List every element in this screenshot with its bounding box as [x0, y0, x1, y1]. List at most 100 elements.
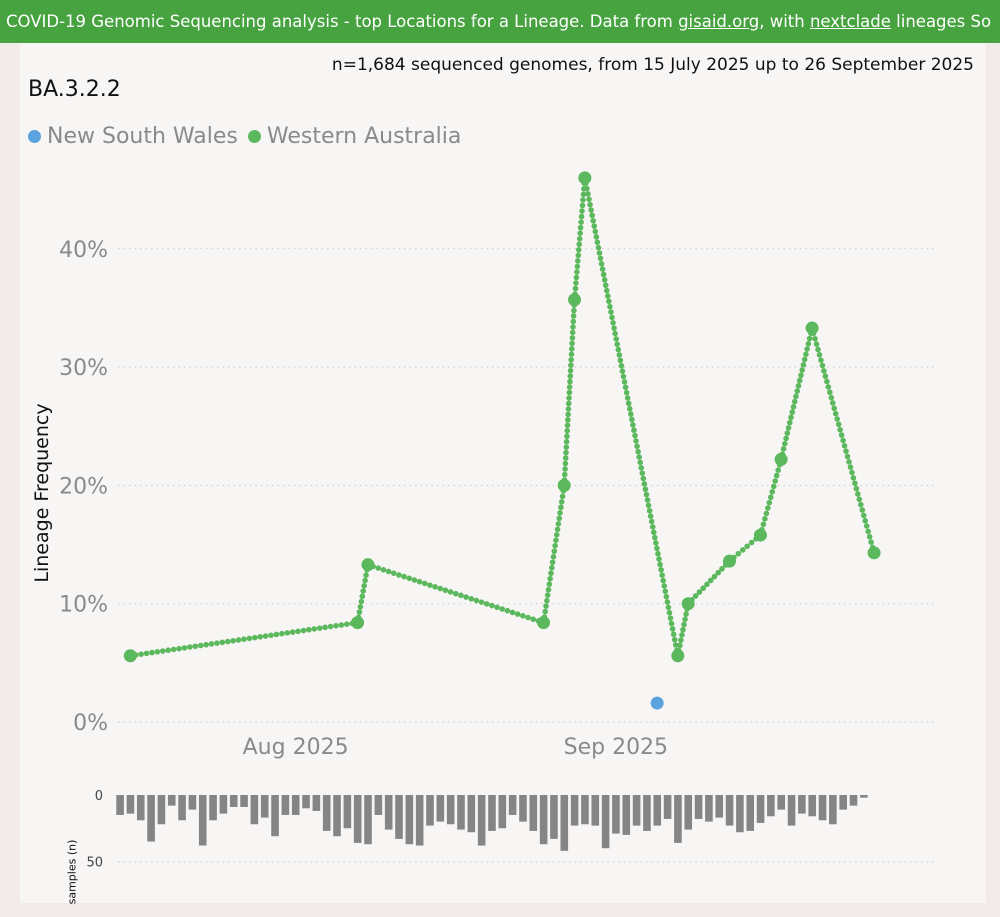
trend-dot-western-australia	[219, 639, 226, 646]
trend-dot-western-australia	[547, 575, 553, 582]
trend-dot-western-australia	[385, 568, 392, 575]
sample-bar	[694, 795, 703, 819]
trend-dot-western-australia	[853, 485, 860, 492]
sample-bar	[147, 795, 155, 842]
trend-dot-western-australia	[452, 590, 459, 597]
data-point-western-australia	[867, 546, 881, 560]
trend-dot-western-australia	[610, 320, 616, 326]
sample-bar	[818, 795, 827, 821]
trend-dot-western-australia	[578, 213, 585, 220]
legend-item-western-australia[interactable]: Western Australia	[247, 124, 461, 149]
trend-dot-western-australia	[257, 634, 263, 640]
sample-bar	[157, 795, 166, 825]
trend-dot-western-australia	[593, 234, 600, 240]
data-point-western-australia	[537, 616, 551, 630]
trend-dot-western-australia	[665, 604, 672, 611]
trend-dot-western-australia	[489, 602, 495, 609]
trend-dot-western-australia	[822, 373, 829, 380]
trend-dot-western-australia	[644, 497, 651, 503]
trend-dot-western-australia	[588, 207, 594, 213]
trend-dot-western-australia	[571, 307, 577, 314]
sample-bar	[271, 795, 279, 837]
lineage-title: BA.3.2.2	[28, 77, 121, 102]
trend-dot-western-australia	[637, 459, 644, 466]
trend-dot-western-australia	[562, 455, 569, 461]
trend-dot-western-australia	[586, 196, 592, 203]
trend-dot-western-australia	[553, 532, 560, 538]
trend-dot-western-australia	[783, 435, 789, 442]
trend-dot-western-australia	[769, 489, 776, 495]
trend-dot-western-australia	[815, 346, 821, 353]
trend-dot-western-australia	[565, 400, 572, 407]
trend-dot-western-australia	[170, 646, 177, 653]
trend-dot-western-australia	[600, 271, 607, 278]
trend-dot-western-australia	[623, 389, 630, 396]
sample-bar	[756, 795, 765, 823]
trend-dot-western-australia	[553, 537, 559, 544]
trend-dot-western-australia	[818, 357, 824, 363]
trend-dot-western-australia	[608, 309, 614, 315]
trend-dot-western-australia	[567, 367, 574, 374]
header-text-end: lineages So	[890, 12, 992, 31]
trend-dot-western-australia	[660, 577, 666, 584]
sample-bar	[198, 795, 207, 846]
trend-dot-western-australia	[576, 235, 583, 242]
sample-tick-label: 50	[86, 856, 103, 871]
sample-bar	[488, 795, 496, 831]
sample-bar	[374, 795, 383, 815]
trend-dot-western-australia	[473, 597, 480, 604]
trend-dot-western-australia	[590, 217, 597, 224]
sample-bar	[746, 795, 755, 831]
trend-dot-western-australia	[576, 241, 583, 248]
sample-bar	[570, 795, 579, 826]
trend-dot-western-australia	[615, 346, 622, 353]
trend-dot-western-australia	[559, 493, 566, 500]
trend-dot-western-australia	[860, 512, 867, 519]
trend-dot-western-australia	[544, 592, 551, 598]
trend-dot-western-australia	[573, 274, 580, 281]
gisaid-link[interactable]: gisaid.org	[678, 12, 760, 31]
sample-bar	[457, 795, 465, 830]
trend-dot-western-australia	[565, 417, 571, 423]
data-point-western-australia	[681, 597, 695, 611]
y-tick-label: 10%	[59, 593, 108, 618]
trend-dot-western-australia	[795, 383, 802, 389]
trend-dot-western-australia	[181, 645, 188, 651]
x-tick-label: Sep 2025	[564, 735, 668, 760]
trend-dot-western-australia	[447, 589, 454, 595]
trend-dot-western-australia	[790, 404, 797, 410]
sample-bar	[539, 795, 548, 845]
trend-dot-western-australia	[692, 593, 699, 599]
trend-dot-western-australia	[483, 601, 490, 607]
data-point-western-australia	[722, 554, 736, 568]
trend-dot-western-australia	[556, 515, 563, 522]
trend-dot-western-australia	[573, 280, 579, 286]
trend-dot-western-australia	[468, 595, 475, 602]
trend-dot-western-australia	[655, 550, 661, 557]
trend-dot-western-australia	[565, 411, 571, 418]
trend-dot-western-australia	[577, 224, 584, 231]
sample-bar	[529, 795, 538, 831]
trend-dot-western-australia	[773, 472, 780, 479]
trend-dot-western-australia	[661, 583, 668, 589]
legend-item-new-south-wales[interactable]: New South Wales	[28, 124, 238, 149]
data-point-western-australia	[123, 649, 137, 663]
trend-dot-western-australia	[262, 633, 269, 639]
sample-bar	[395, 795, 403, 839]
trend-dot-western-australia	[605, 293, 611, 299]
trend-dot-western-australia	[597, 255, 604, 262]
trend-dot-western-australia	[570, 318, 577, 325]
trend-dot-western-australia	[775, 467, 781, 473]
trend-dot-western-australia	[827, 389, 833, 396]
trend-dot-western-australia	[411, 577, 418, 583]
trend-dot-western-australia	[680, 626, 686, 633]
sample-bar	[849, 795, 858, 806]
trend-dot-western-australia	[863, 523, 870, 529]
trend-dot-western-australia	[230, 637, 236, 644]
trend-dot-western-australia	[668, 620, 675, 627]
x-tick-label: Aug 2025	[243, 735, 349, 760]
trend-dot-western-australia	[499, 606, 506, 612]
nextclade-link[interactable]: nextclade	[809, 12, 891, 31]
trend-dot-western-australia	[333, 622, 339, 629]
trend-dot-western-australia	[555, 521, 562, 527]
